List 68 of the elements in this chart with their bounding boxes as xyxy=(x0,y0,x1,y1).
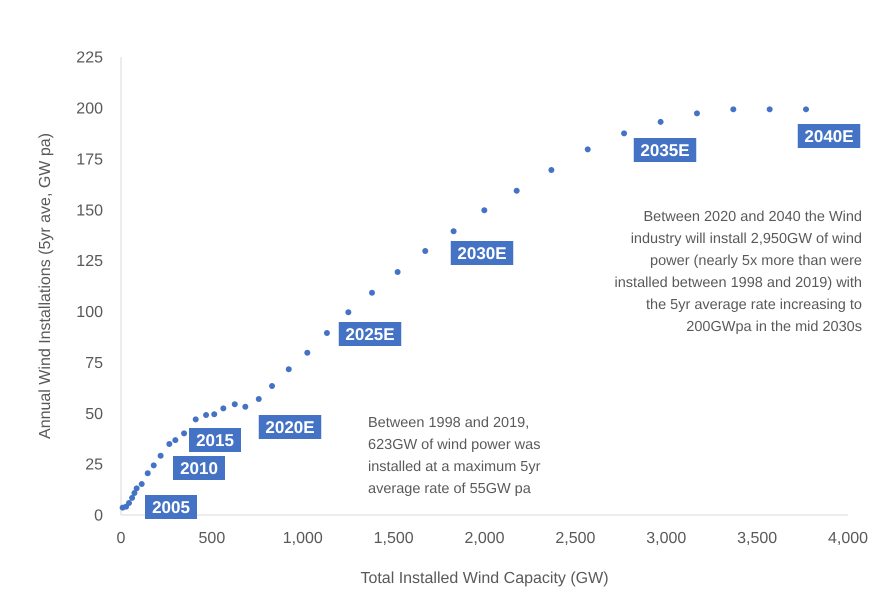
y-tick-label: 225 xyxy=(76,50,104,67)
point xyxy=(548,166,554,173)
point xyxy=(256,396,262,402)
annotation: 2030E xyxy=(457,244,507,263)
point xyxy=(803,106,810,112)
x-tick-label: 1,500 xyxy=(374,530,414,547)
point xyxy=(368,290,375,296)
point xyxy=(192,416,199,422)
annotation: 2010 xyxy=(180,458,218,478)
x-tick-label: 2,000 xyxy=(464,530,505,547)
point xyxy=(138,481,145,488)
point xyxy=(481,207,488,214)
x-tick-label: 3,500 xyxy=(737,530,778,547)
x-axis-title: Total Installed Wind Capacity (GW) xyxy=(360,570,609,587)
x-tick-label: 3,000 xyxy=(646,530,686,547)
point xyxy=(126,500,132,506)
annotation: 2005 xyxy=(152,498,190,517)
annotation: 2020E xyxy=(265,418,315,437)
point xyxy=(394,268,401,275)
y-tick-label: 200 xyxy=(76,100,104,118)
point xyxy=(584,146,591,152)
point xyxy=(144,470,151,476)
point xyxy=(232,401,238,408)
annotation: Between 1998 and 2019, 623GW of wind power was installed at a maximum 5yr average rate of 55GW pa xyxy=(368,415,541,497)
annotation: 2040E xyxy=(804,126,854,146)
point xyxy=(242,404,248,410)
point xyxy=(220,405,226,412)
point xyxy=(269,382,276,389)
y-tick-label: 175 xyxy=(76,151,104,168)
point xyxy=(304,350,310,356)
point xyxy=(621,130,628,136)
y-tick-label: 50 xyxy=(85,406,104,423)
y-tick-label: 0 xyxy=(94,508,104,525)
point xyxy=(211,411,218,418)
y-tick-label: 150 xyxy=(76,202,104,220)
annotation: 2025E xyxy=(345,324,395,344)
x-tick-label: 4,000 xyxy=(828,530,868,547)
point xyxy=(345,309,352,316)
point xyxy=(730,106,736,112)
point xyxy=(694,110,700,116)
point xyxy=(324,330,330,336)
point xyxy=(181,430,188,436)
point xyxy=(166,440,172,447)
y-tick-label: 125 xyxy=(76,253,104,270)
x-tick-label: 0 xyxy=(116,530,126,547)
x-tick-label: 1,000 xyxy=(282,530,323,547)
point xyxy=(150,462,157,468)
point xyxy=(203,412,210,418)
annotation: Between 2020 and 2040 the Wind industry will install 2,950GW of wind power (nearly 5x more than were installed between 1998 and 2019) with the 5yr average rate increasing to 200GWpa in the mid 2030s xyxy=(614,209,862,335)
point xyxy=(514,188,520,194)
y-tick-label: 75 xyxy=(85,354,104,372)
point xyxy=(658,118,664,125)
point xyxy=(131,490,138,496)
point xyxy=(450,228,457,234)
point xyxy=(158,452,164,459)
point xyxy=(766,106,773,112)
point xyxy=(422,248,428,254)
y-tick-label: 100 xyxy=(76,304,104,322)
y-axis-title: Annual Wind Installations (5yr ave, GW pa) xyxy=(37,133,54,439)
point xyxy=(172,437,178,444)
point xyxy=(134,485,140,492)
annotation: 2015 xyxy=(196,430,234,450)
x-tick-label: 500 xyxy=(198,530,226,547)
x-tick-label: 2,500 xyxy=(555,530,596,547)
y-tick-label: 25 xyxy=(85,456,104,474)
point xyxy=(129,494,136,501)
point xyxy=(286,366,292,372)
annotation: 2035E xyxy=(640,140,690,160)
